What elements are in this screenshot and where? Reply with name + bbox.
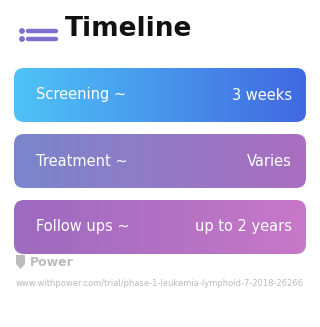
Text: Power: Power (30, 256, 74, 269)
Text: 3 weeks: 3 weeks (232, 88, 292, 102)
Circle shape (20, 29, 24, 33)
Circle shape (20, 37, 24, 41)
Text: Follow ups ~: Follow ups ~ (36, 219, 130, 234)
FancyBboxPatch shape (13, 133, 307, 189)
FancyBboxPatch shape (13, 67, 307, 123)
Text: www.withpower.com/trial/phase-1-leukemia-lymphoid-7-2018-26266: www.withpower.com/trial/phase-1-leukemia… (16, 280, 304, 288)
Text: up to 2 years: up to 2 years (195, 219, 292, 234)
Text: Varies: Varies (247, 153, 292, 168)
Text: Timeline: Timeline (65, 16, 192, 42)
Text: Treatment ~: Treatment ~ (36, 153, 128, 168)
FancyBboxPatch shape (13, 199, 307, 255)
Text: Screening ~: Screening ~ (36, 88, 126, 102)
Polygon shape (16, 255, 25, 269)
